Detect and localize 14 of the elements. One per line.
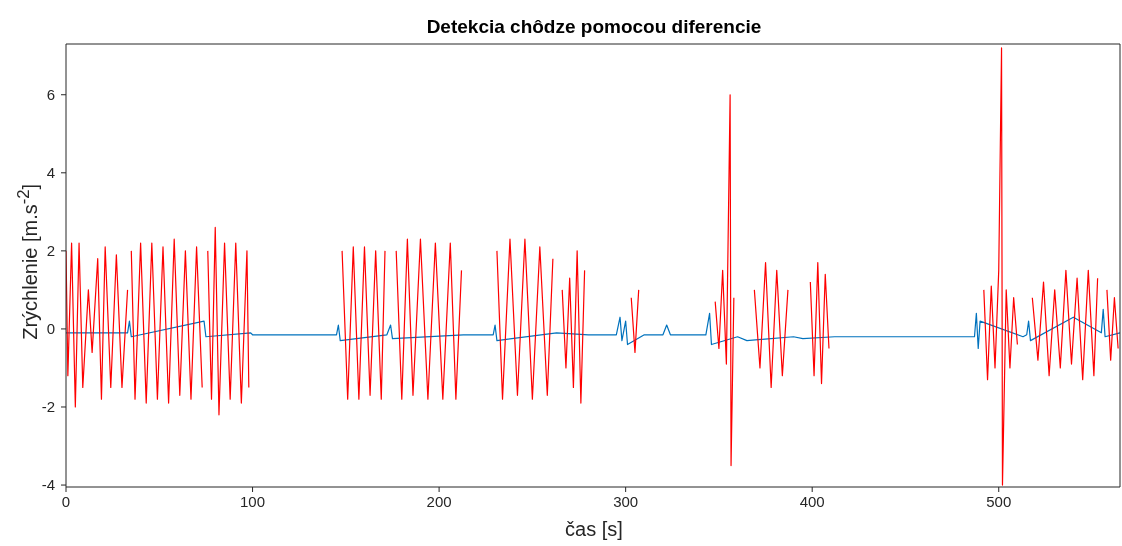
x-tick-label: 500 (986, 492, 1012, 510)
x-axis-title: čas [s] (564, 518, 624, 541)
x-tick-label: 0 (61, 492, 71, 510)
y-tick-label: 4 (46, 164, 55, 182)
y-tick-label: 2 (46, 242, 55, 260)
x-tick-label: 100 (240, 492, 266, 510)
x-tick-label: 400 (799, 492, 825, 510)
y-tick-label: -2 (41, 398, 55, 416)
x-tick-label: 300 (613, 492, 639, 510)
y-tick-label: -4 (41, 476, 55, 494)
chart-title: Detekcia chôdze pomocou diferencie (425, 16, 763, 38)
x-tick-label: 200 (426, 492, 452, 510)
y-tick-label: 0 (46, 320, 55, 338)
y-tick-label: 6 (46, 86, 55, 104)
